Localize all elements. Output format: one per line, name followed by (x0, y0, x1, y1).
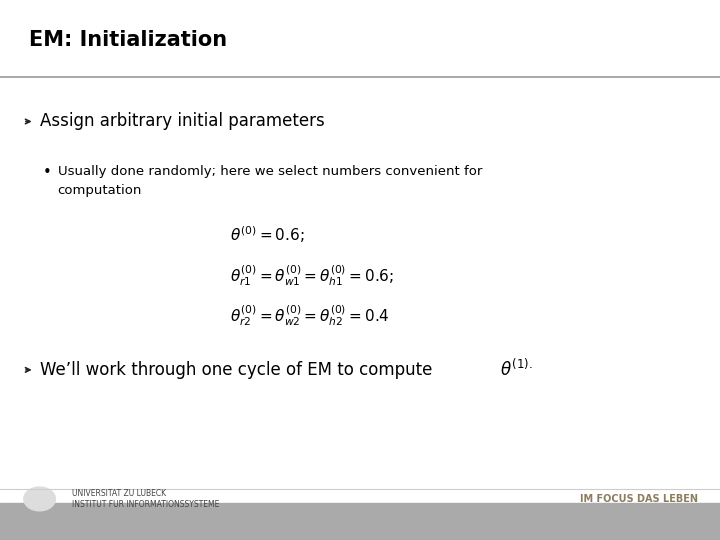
Text: IM FOCUS DAS LEBEN: IM FOCUS DAS LEBEN (580, 494, 698, 504)
Text: •: • (42, 165, 51, 180)
Bar (0, 503, 720, 540)
Text: $\theta^{(1).}$: $\theta^{(1).}$ (500, 358, 533, 380)
Text: $\theta^{(0)} = 0.6;$: $\theta^{(0)} = 0.6;$ (230, 225, 305, 245)
Text: Usually done randomly; here we select numbers convenient for
computation: Usually done randomly; here we select nu… (58, 165, 482, 197)
Text: $\theta_{r2}^{(0)} = \theta_{w2}^{(0)} = \theta_{h2}^{(0)} = 0.4$: $\theta_{r2}^{(0)} = \theta_{w2}^{(0)} =… (230, 303, 390, 328)
Text: Assign arbitrary initial parameters: Assign arbitrary initial parameters (40, 112, 324, 131)
Text: UNIVERSITAT ZU LUBECK
INSTITUT FUR INFORMATIONSSYSTEME: UNIVERSITAT ZU LUBECK INSTITUT FUR INFOR… (72, 489, 220, 509)
Text: We’ll work through one cycle of EM to compute: We’ll work through one cycle of EM to co… (40, 361, 437, 379)
Text: $\theta_{r1}^{(0)} = \theta_{w1}^{(0)} = \theta_{h1}^{(0)} = 0.6;$: $\theta_{r1}^{(0)} = \theta_{w1}^{(0)} =… (230, 263, 395, 288)
Text: EM: Initialization: EM: Initialization (29, 30, 227, 51)
Circle shape (24, 487, 55, 511)
